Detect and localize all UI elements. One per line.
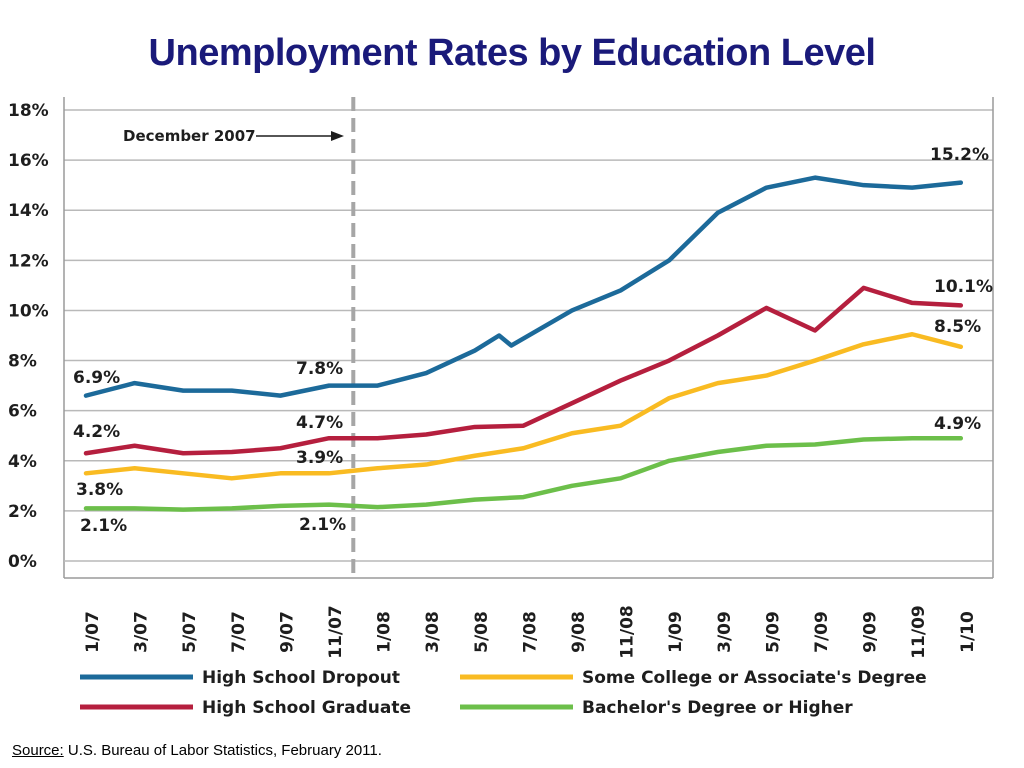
y-tick-2: 2% [8, 502, 37, 522]
x-tick-9-07: 9/07 [277, 611, 297, 653]
x-tick-7-09: 7/09 [812, 611, 832, 653]
x-tick-11-09: 11/09 [909, 605, 929, 659]
source-text: U.S. Bureau of Labor Statistics, Februar… [63, 742, 382, 759]
legend-item-some-college-or-associate-s-degree: Some College or Associate's Degree [460, 668, 927, 688]
x-tick-3-09: 3/09 [715, 611, 735, 653]
series-line-some-college-or-associate-s-degree [83, 331, 964, 481]
x-tick-9-09: 9/09 [861, 611, 881, 653]
x-tick-7-07: 7/07 [229, 611, 249, 653]
data-labels: 6.9% 4.2% 3.8% 2.1% 7.8% 4.7% 3.9% 2.1% 15.2% 10.… [73, 145, 993, 536]
legend-label-some-college-or-associate-s-degree: Some College or Associate's Degree [582, 668, 927, 688]
data-label-bachelor-s-degree-or-higher-1-10: 4.9% [934, 414, 981, 434]
data-label-high-school-graduate-1-07: 4.2% [73, 422, 120, 442]
y-tick-10: 10% [8, 301, 49, 321]
x-axis-ticks: 1/07 3/07 5/07 7/07 9/07 11/07 1/08 3/08 5/08 7/0… [83, 605, 978, 659]
data-label-high-school-dropout-1-10: 15.2% [930, 145, 989, 165]
data-label-bachelor-s-degree-or-higher-1-07: 2.1% [80, 516, 127, 536]
data-label-bachelor-s-degree-or-higher-12-07: 2.1% [299, 515, 346, 535]
series-line-high-school-graduate [83, 285, 964, 456]
x-tick-5-07: 5/07 [180, 611, 200, 653]
y-tick-8: 8% [8, 352, 37, 372]
data-label-some-college-or-associate-s-degree-12-07: 3.9% [296, 448, 343, 468]
source-label: Source: [12, 742, 64, 759]
december-2007-label: December 2007 [123, 127, 256, 145]
y-axis-ticks: 0% 2% 4% 6% 8% 10% 12% 14% 16% 18% [8, 101, 49, 572]
y-tick-4: 4% [8, 452, 37, 472]
axes [63, 97, 994, 579]
data-label-high-school-dropout-1-07: 6.9% [73, 368, 120, 388]
y-tick-0: 0% [8, 552, 37, 572]
y-tick-12: 12% [8, 251, 49, 271]
x-tick-1-07: 1/07 [83, 611, 103, 653]
data-label-high-school-dropout-12-07: 7.8% [296, 359, 343, 379]
legend-item-high-school-graduate: High School Graduate [80, 698, 411, 718]
december-2007-marker: December 2007 [123, 97, 356, 578]
x-tick-7-08: 7/08 [520, 611, 540, 653]
x-tick-11-08: 11/08 [618, 605, 638, 659]
x-tick-5-08: 5/08 [472, 611, 492, 653]
x-tick-3-08: 3/08 [423, 611, 443, 653]
series-line-bachelor-s-degree-or-higher [83, 435, 964, 512]
x-tick-9-08: 9/08 [569, 611, 589, 653]
data-label-high-school-graduate-1-10: 10.1% [934, 277, 993, 297]
x-tick-1-08: 1/08 [375, 611, 395, 653]
legend-item-bachelor-s-degree-or-higher: Bachelor's Degree or Higher [460, 698, 853, 718]
y-tick-14: 14% [8, 201, 49, 221]
chart-title: Unemployment Rates by Education Level [148, 32, 876, 74]
x-tick-1-10: 1/10 [958, 611, 978, 653]
data-label-some-college-or-associate-s-degree-1-10: 8.5% [934, 317, 981, 337]
legend: High School Dropout High School Graduate S… [80, 668, 927, 718]
x-tick-3-07: 3/07 [132, 611, 152, 653]
y-tick-16: 16% [8, 151, 49, 171]
series-line-high-school-dropout [83, 175, 964, 398]
legend-label-high-school-dropout: High School Dropout [202, 668, 400, 688]
x-tick-11-07: 11/07 [326, 605, 346, 659]
legend-label-bachelor-s-degree-or-higher: Bachelor's Degree or Higher [582, 698, 853, 718]
data-label-some-college-or-associate-s-degree-1-07: 3.8% [76, 480, 123, 500]
source-note: Source: U.S. Bureau of Labor Statistics,… [12, 742, 382, 759]
x-tick-5-09: 5/09 [763, 611, 783, 653]
series-lines [83, 175, 964, 512]
line-chart: 0% 2% 4% 6% 8% 10% 12% 14% 16% 18% 1/07 3/07 5/07 7/… [8, 97, 994, 718]
y-tick-18: 18% [8, 101, 49, 121]
legend-item-high-school-dropout: High School Dropout [80, 668, 400, 688]
legend-label-high-school-graduate: High School Graduate [202, 698, 411, 718]
y-tick-6: 6% [8, 402, 37, 422]
december-2007-arrowhead [331, 131, 344, 141]
x-tick-1-09: 1/09 [666, 611, 686, 653]
data-label-high-school-graduate-12-07: 4.7% [296, 413, 343, 433]
